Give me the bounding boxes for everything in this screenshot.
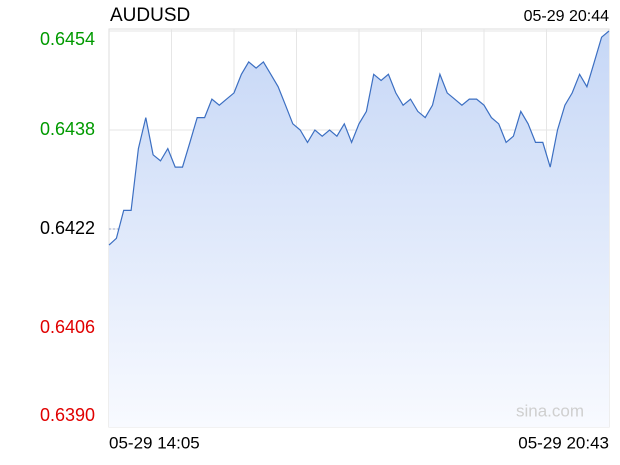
area xyxy=(109,31,609,427)
y-tick-label: 0.6422 xyxy=(40,218,95,238)
price-line xyxy=(108,30,610,246)
watermark: sina.com xyxy=(516,401,584,420)
plot xyxy=(108,30,610,427)
x-tick-label: 05-29 14:05 xyxy=(109,433,200,452)
y-tick-label: 0.6438 xyxy=(40,119,95,139)
timestamp: 05-29 20:44 xyxy=(524,8,610,25)
y-tick-label: 0.6406 xyxy=(40,317,95,337)
x-tick-label: 05-29 20:43 xyxy=(518,433,609,452)
labels: AUDUSD 05-29 20:44 sina.com 0.6454 0.6438… xyxy=(40,5,609,452)
y-tick-label: 0.6390 xyxy=(40,405,95,425)
y-tick-label: 0.6454 xyxy=(40,29,95,49)
chart-title: AUDUSD xyxy=(110,5,190,26)
